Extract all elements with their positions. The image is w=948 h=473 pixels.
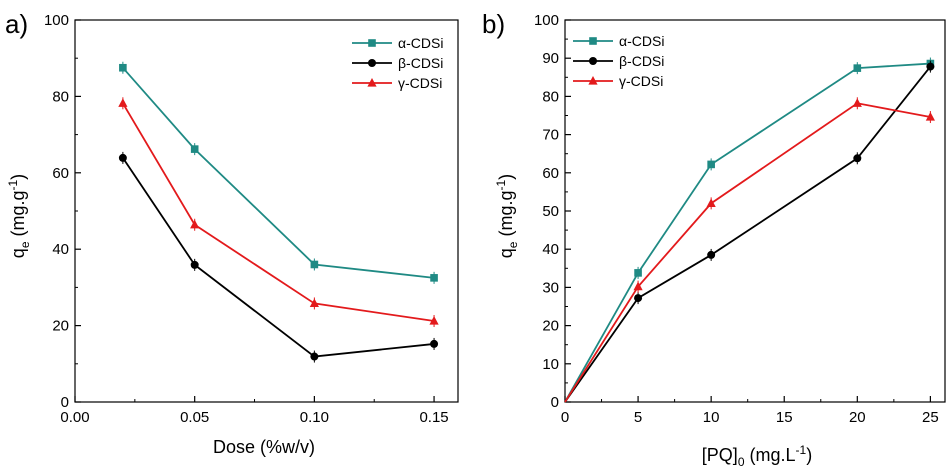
y-tick-label: 0	[61, 394, 69, 411]
legend-marker	[588, 76, 598, 85]
x-tick-label: 0	[561, 409, 569, 426]
series-line	[564, 102, 931, 403]
y-tick-label: 60	[542, 165, 559, 182]
data-point	[119, 63, 127, 72]
x-tick-label: 15	[776, 409, 793, 426]
data-point	[309, 298, 319, 308]
data-point	[853, 154, 862, 163]
legend-label: β-CDSi	[619, 53, 664, 69]
x-tick-label: 0.05	[180, 409, 209, 426]
data-point	[118, 153, 127, 162]
series-line	[122, 102, 435, 322]
panel-label: a)	[5, 9, 28, 39]
y-tick-label: 70	[542, 127, 559, 144]
y-axis-label-main: q	[496, 248, 516, 258]
series-γ-CDSi	[118, 97, 439, 328]
x-axis-label-rest: (mg.L	[745, 445, 796, 465]
x-axis-label-sup: -1	[796, 443, 807, 457]
series-line	[564, 66, 932, 403]
y-axis-label-sup: -1	[6, 179, 20, 190]
y-axis-label-sub: e	[506, 241, 520, 248]
data-point	[634, 269, 642, 277]
y-axis-label-rest: (mg.g	[8, 190, 28, 241]
legend-label: α-CDSi	[398, 35, 443, 51]
legend: α-CDSi β-CDSi γ-CDSi	[573, 33, 664, 89]
y-tick-label: 60	[52, 165, 69, 182]
x-tick-label: 25	[922, 409, 939, 426]
series-β-CDSi	[564, 60, 935, 403]
series-γ-CDSi	[564, 97, 935, 403]
y-tick-label: 30	[542, 279, 559, 296]
y-tick-label: 20	[52, 318, 69, 335]
panel-b: 0 10 20 30 40 50 60 70 80 90 100 0 5 10 15 20 25 α-CDSi β-…	[482, 9, 946, 469]
legend-marker	[368, 39, 376, 47]
data-point	[429, 316, 439, 325]
y-axis-label-rest: (mg.g	[496, 190, 516, 241]
legend-label: γ-CDSi	[398, 75, 442, 91]
data-point	[430, 274, 438, 282]
x-tick-label: 10	[703, 409, 720, 426]
data-point	[707, 250, 716, 259]
y-tick-label: 0	[551, 394, 559, 411]
legend: α-CDSi β-CDSi γ-CDSi	[352, 35, 443, 91]
legend-marker	[589, 37, 597, 45]
data-point	[852, 98, 862, 107]
x-axis-label: Dose (%w/v)	[213, 437, 315, 457]
y-axis-label-sub: e	[18, 241, 32, 248]
data-point	[430, 339, 439, 348]
x-axis-label-main: [PQ]	[702, 445, 738, 465]
series-α-CDSi	[119, 61, 438, 284]
y-tick-label: 40	[542, 241, 559, 258]
series-line	[564, 62, 931, 403]
y-tick-label: 10	[542, 356, 559, 373]
data-point	[118, 98, 128, 107]
data-point	[633, 281, 643, 291]
y-tick-label: 50	[542, 203, 559, 220]
data-point	[706, 198, 716, 207]
x-tick-label: 0.10	[300, 409, 329, 426]
x-tick-label: 5	[634, 409, 642, 426]
x-axis-label-sub: 0	[738, 455, 745, 469]
panel-label: b)	[482, 9, 505, 39]
y-tick-label: 40	[52, 241, 69, 258]
data-point	[310, 260, 319, 269]
legend-label: α-CDSi	[619, 33, 664, 49]
y-axis-label-close: )	[8, 174, 28, 180]
x-axis-label-close: )	[806, 445, 812, 465]
x-tick-label: 20	[849, 409, 866, 426]
y-tick-label: 100	[44, 12, 69, 29]
data-point	[925, 112, 935, 121]
data-point	[926, 62, 935, 71]
data-point	[190, 260, 199, 269]
y-tick-label: 20	[542, 318, 559, 335]
y-axis-label-main: q	[8, 248, 28, 258]
legend-marker	[368, 59, 376, 67]
data-point	[190, 219, 200, 229]
y-axis-label-sup: -1	[494, 179, 508, 190]
y-tick-label: 90	[542, 50, 559, 67]
series-line	[122, 157, 435, 358]
panel-a: 0 20 40 60 80 100 0.00 0.05 0.10 0.15 α-CDSi β-CDSi…	[5, 9, 459, 457]
data-point	[707, 160, 715, 169]
series-line	[122, 67, 435, 279]
legend-label: β-CDSi	[398, 55, 443, 71]
data-point	[853, 64, 862, 72]
y-axis-label: qe (mg.g-1)	[494, 174, 520, 258]
series-β-CDSi	[118, 151, 439, 363]
y-tick-label: 80	[542, 88, 559, 105]
data-point	[310, 352, 319, 361]
x-tick-label: 0.00	[60, 409, 89, 426]
data-point	[190, 145, 199, 153]
y-tick-label: 80	[52, 88, 69, 105]
y-tick-label: 100	[534, 12, 559, 29]
data-point	[634, 294, 643, 303]
x-axis-label: [PQ]0 (mg.L-1)	[702, 443, 812, 469]
legend-marker	[589, 57, 597, 65]
y-axis-label-close: )	[496, 174, 516, 180]
legend-marker	[367, 78, 377, 87]
x-tick-label: 0.15	[419, 409, 448, 426]
y-axis-label: qe (mg.g-1)	[6, 174, 32, 258]
legend-label: γ-CDSi	[619, 73, 663, 89]
